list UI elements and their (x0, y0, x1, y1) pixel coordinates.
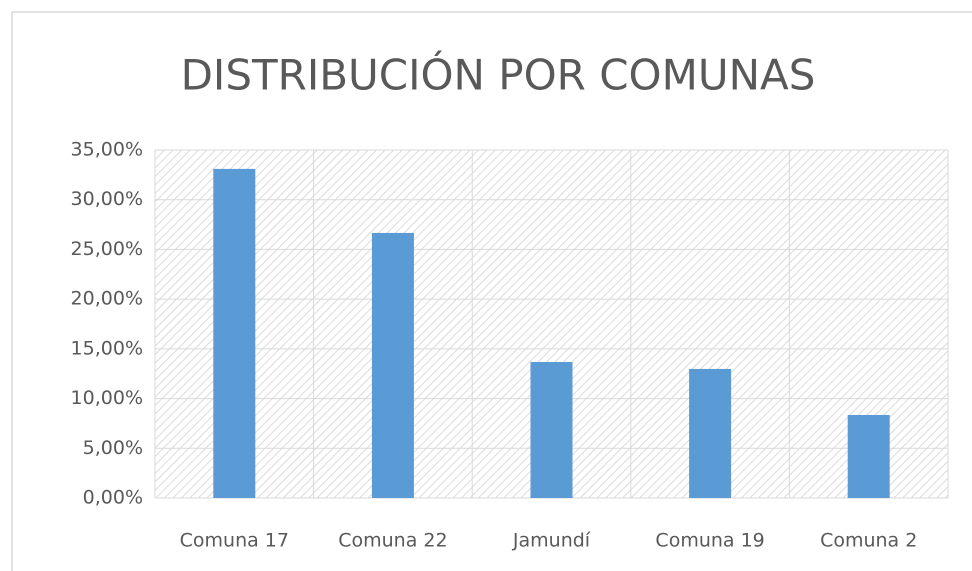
bar (847, 414, 890, 498)
x-tick-label: Comuna 22 (338, 530, 447, 552)
x-tick-label: Comuna 2 (820, 530, 917, 552)
bar (371, 232, 414, 498)
x-tick-label: Comuna 19 (655, 530, 764, 552)
chart-frame (11, 11, 972, 571)
x-tick-label: Jamundí (512, 530, 591, 552)
y-tick-label: 20,00% (71, 288, 143, 310)
y-tick-label: 30,00% (71, 188, 143, 210)
y-tick-label: 5,00% (83, 437, 143, 459)
chart-title: DISTRIBUCIÓN POR COMUNAS (181, 50, 816, 100)
y-tick-label: 0,00% (83, 487, 143, 509)
y-tick-label: 35,00% (71, 139, 143, 161)
y-tick-label: 15,00% (71, 337, 143, 359)
x-tick-label: Comuna 17 (180, 530, 289, 552)
bar (689, 368, 732, 498)
bar (213, 168, 256, 499)
y-tick-label: 25,00% (71, 238, 143, 260)
bar (530, 361, 573, 498)
y-tick-label: 10,00% (71, 387, 143, 409)
